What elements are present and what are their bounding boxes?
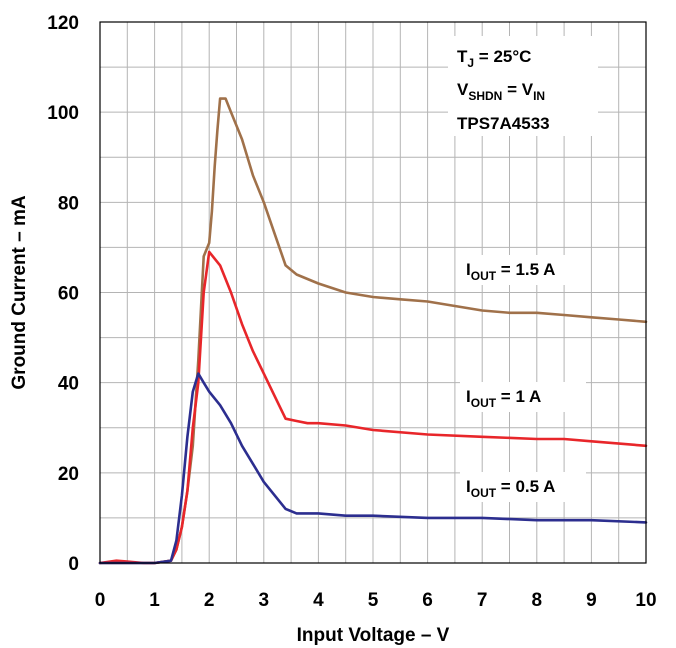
- x-tick-label: 2: [204, 590, 215, 611]
- plot-frame: [99, 21, 647, 564]
- conditions-background: [448, 36, 598, 136]
- y-tick-label: 60: [58, 284, 79, 305]
- x-tick-label: 1: [149, 590, 160, 611]
- x-tick-label: 6: [422, 590, 433, 611]
- y-tick-label: 40: [58, 374, 79, 395]
- series-label-background: [460, 255, 586, 285]
- series-label-0-5a: IOUT = 0.5 A: [466, 477, 555, 500]
- y-tick-label: 100: [47, 103, 79, 124]
- series-labels: IOUT = 1.5 A IOUT = 1 A IOUT = 0.5 A: [460, 255, 586, 502]
- y-tick-label: 120: [47, 13, 79, 34]
- x-tick-label: 7: [477, 590, 488, 611]
- x-tick-label: 5: [368, 590, 379, 611]
- series-lines: [98, 97, 648, 565]
- x-tick-label: 3: [259, 590, 270, 611]
- y-axis-title: Ground Current – mA: [9, 195, 30, 390]
- conditions-annotation: TJ = 25°C VSHDN = VIN TPS7A4533: [448, 36, 598, 136]
- series-label-background: [460, 382, 586, 412]
- y-tick-label: 80: [58, 193, 79, 214]
- x-tick-label: 10: [635, 590, 656, 611]
- series-label-1a: IOUT = 1 A: [466, 387, 541, 410]
- x-tick-label: 9: [586, 590, 597, 611]
- x-tick-label: 8: [532, 590, 543, 611]
- y-tick-label: 0: [68, 554, 79, 575]
- series-label-background: [460, 472, 586, 502]
- y-tick-label: 20: [58, 464, 79, 485]
- series-line-2: [98, 372, 648, 565]
- x-axis-title: Input Voltage – V: [297, 625, 450, 646]
- condition-temperature: TJ = 25°C: [457, 47, 531, 70]
- x-tick-label: 4: [313, 590, 324, 611]
- x-tick-label: 0: [95, 590, 106, 611]
- condition-shutdown: VSHDN = VIN: [457, 80, 545, 103]
- series-label-1-5a: IOUT = 1.5 A: [466, 260, 555, 283]
- condition-part-number: TPS7A4533: [457, 114, 550, 133]
